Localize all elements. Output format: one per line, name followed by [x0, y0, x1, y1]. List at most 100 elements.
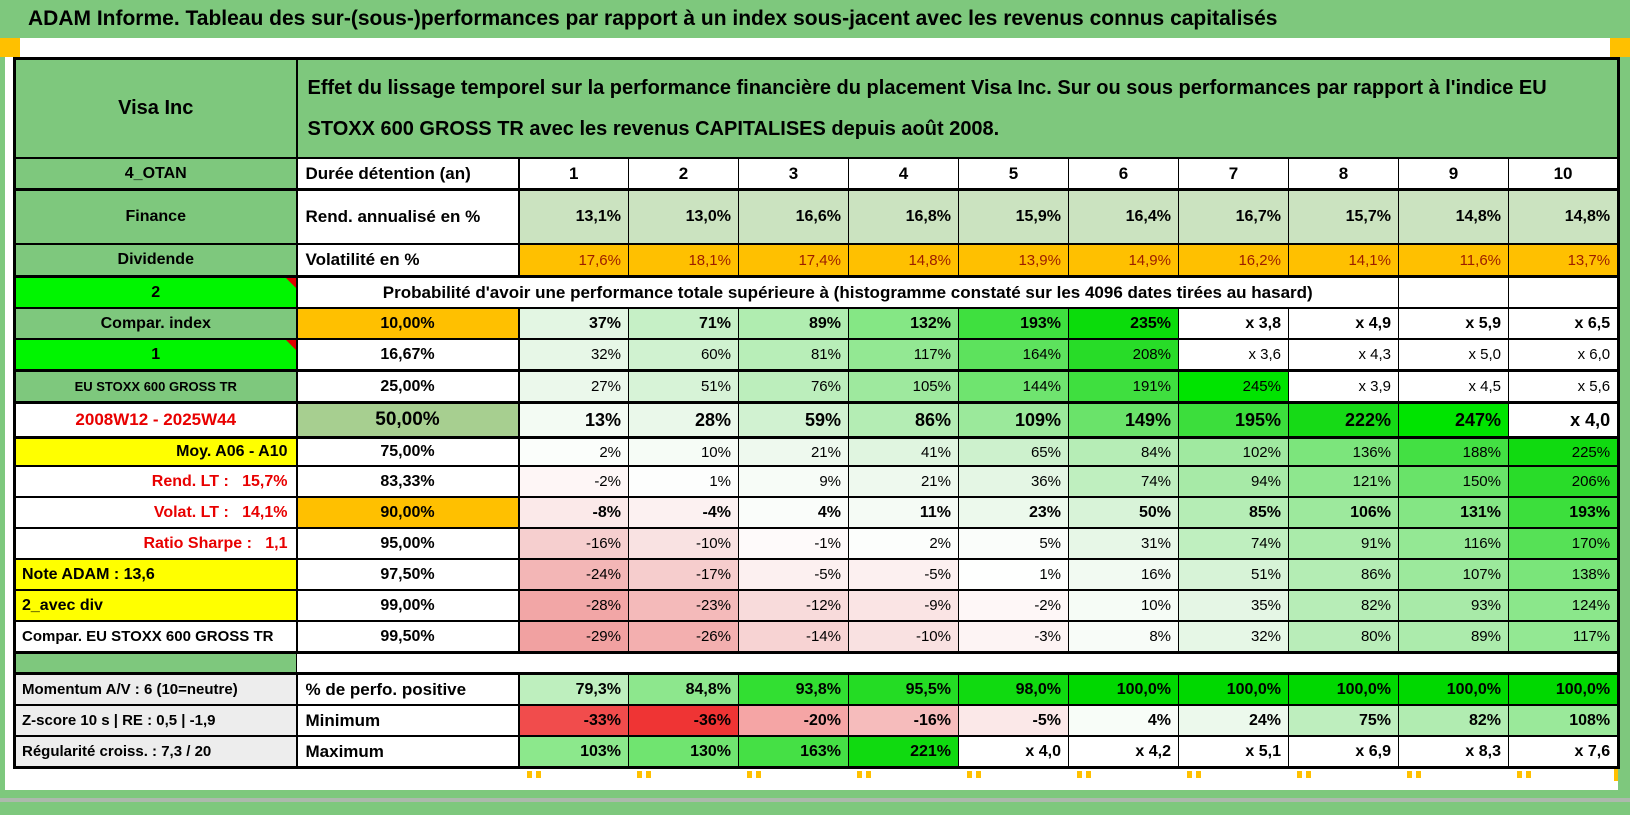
cell-p90-y10[interactable]: 193% — [1507, 496, 1620, 529]
cell-p50-y2[interactable]: 28% — [628, 401, 739, 439]
cell-rend-y3[interactable]: 16,6% — [738, 188, 849, 245]
cell-p99-y6[interactable]: 10% — [1068, 589, 1179, 622]
cell-p25-header[interactable]: 25,00% — [296, 369, 520, 404]
cell-p50-y1[interactable]: 13% — [518, 401, 629, 439]
cell-duree-y1[interactable]: 1 — [518, 157, 629, 191]
cell-p75-y7[interactable]: 102% — [1178, 436, 1289, 467]
cell-p995-y3[interactable]: -14% — [738, 620, 849, 654]
cell-p995-y4[interactable]: -10% — [848, 620, 959, 654]
cell-max-y7[interactable]: x 5,1 — [1178, 735, 1289, 769]
cell-p99-y8[interactable]: 82% — [1288, 589, 1399, 622]
cell-min-label[interactable]: Z-score 10 s | RE : 0,5 | -1,9 — [14, 704, 298, 737]
cell-p975-y8[interactable]: 86% — [1288, 558, 1399, 591]
cell-p1667-y6[interactable]: 208% — [1068, 338, 1179, 372]
cell-p99-y5[interactable]: -2% — [958, 589, 1069, 622]
cell-p95-y7[interactable]: 74% — [1178, 527, 1289, 560]
cell-p95-header[interactable]: 95,00% — [296, 527, 520, 560]
cell-max-y3[interactable]: 163% — [738, 735, 849, 769]
separator-gap[interactable] — [296, 652, 1619, 674]
cell-p25-y8[interactable]: x 3,9 — [1288, 369, 1399, 404]
cell-p75-y10[interactable]: 225% — [1507, 436, 1620, 467]
cell-p75-y2[interactable]: 10% — [628, 436, 739, 467]
cell-p75-y3[interactable]: 21% — [738, 436, 849, 467]
cell-max-header[interactable]: Maximum — [296, 735, 520, 769]
cell-min-y1[interactable]: -33% — [518, 704, 629, 737]
cell-p99-y4[interactable]: -9% — [848, 589, 959, 622]
cell-p90-y9[interactable]: 131% — [1398, 496, 1509, 529]
cell-rend-label[interactable]: Finance — [14, 188, 298, 245]
cell-p25-y5[interactable]: 144% — [958, 369, 1069, 404]
cell-p10-y2[interactable]: 71% — [628, 307, 739, 340]
cell-p1667-y9[interactable]: x 5,0 — [1398, 338, 1509, 372]
cell-max-y8[interactable]: x 6,9 — [1288, 735, 1399, 769]
cell-rend-header[interactable]: Rend. annualisé en % — [296, 188, 520, 245]
cell-volat-y3[interactable]: 17,4% — [738, 243, 849, 278]
cell-min-y6[interactable]: 4% — [1068, 704, 1179, 737]
cell-p10-label[interactable]: Compar. index — [14, 307, 298, 340]
cell-p10-y8[interactable]: x 4,9 — [1288, 307, 1399, 340]
cell-p95-y10[interactable]: 170% — [1507, 527, 1620, 560]
cell-p90-y2[interactable]: -4% — [628, 496, 739, 529]
cell-min-y7[interactable]: 24% — [1178, 704, 1289, 737]
cell-duree-y6[interactable]: 6 — [1068, 157, 1179, 191]
cell-perfo-y6[interactable]: 100,0% — [1068, 672, 1179, 706]
cell-min-y3[interactable]: -20% — [738, 704, 849, 737]
cell-p975-y2[interactable]: -17% — [628, 558, 739, 591]
cell-volat-y4[interactable]: 14,8% — [848, 243, 959, 278]
cell-p25-y1[interactable]: 27% — [518, 369, 629, 404]
separator-left-block[interactable] — [14, 652, 297, 674]
cell-rend-y1[interactable]: 13,1% — [518, 188, 629, 245]
cell-p8333-y9[interactable]: 150% — [1398, 465, 1509, 498]
cell-rend-y7[interactable]: 16,7% — [1178, 188, 1289, 245]
cell-duree-label[interactable]: 4_OTAN — [14, 157, 298, 191]
cell-p75-y9[interactable]: 188% — [1398, 436, 1509, 467]
cell-min-y10[interactable]: 108% — [1507, 704, 1620, 737]
cell-p8333-header[interactable]: 83,33% — [296, 465, 520, 498]
cell-p10-y5[interactable]: 193% — [958, 307, 1069, 340]
cell-p50-y8[interactable]: 222% — [1288, 401, 1399, 439]
cell-p995-y2[interactable]: -26% — [628, 620, 739, 654]
cell-proba-empty1[interactable] — [1398, 275, 1509, 309]
cell-duree-header[interactable]: Durée détention (an) — [296, 157, 520, 191]
cell-perfo-y7[interactable]: 100,0% — [1178, 672, 1289, 706]
cell-max-y2[interactable]: 130% — [628, 735, 739, 769]
cell-p975-y10[interactable]: 138% — [1507, 558, 1620, 591]
cell-header-header[interactable]: Effet du lissage temporel sur la perform… — [295, 57, 1620, 159]
cell-p50-label[interactable]: 2008W12 - 2025W44 — [14, 401, 298, 439]
cell-rend-y2[interactable]: 13,0% — [628, 188, 739, 245]
cell-perfo-y4[interactable]: 95,5% — [848, 672, 959, 706]
cell-volat-y6[interactable]: 14,9% — [1068, 243, 1179, 278]
cell-p995-header[interactable]: 99,50% — [296, 620, 520, 654]
cell-p1667-y2[interactable]: 60% — [628, 338, 739, 372]
cell-perfo-y3[interactable]: 93,8% — [738, 672, 849, 706]
cell-rend-y5[interactable]: 15,9% — [958, 188, 1069, 245]
cell-p95-y5[interactable]: 5% — [958, 527, 1069, 560]
cell-p1667-label[interactable]: 1 — [14, 338, 298, 372]
cell-p95-label[interactable]: Ratio Sharpe : 1,1 — [14, 527, 298, 560]
cell-volat-y5[interactable]: 13,9% — [958, 243, 1069, 278]
cell-p1667-y7[interactable]: x 3,6 — [1178, 338, 1289, 372]
cell-p25-y3[interactable]: 76% — [738, 369, 849, 404]
cell-perfo-y5[interactable]: 98,0% — [958, 672, 1069, 706]
cell-p50-header[interactable]: 50,00% — [296, 401, 520, 439]
cell-header-label[interactable]: Visa Inc — [14, 57, 298, 159]
cell-p50-y3[interactable]: 59% — [738, 401, 849, 439]
cell-p10-header[interactable]: 10,00% — [296, 307, 520, 340]
cell-p99-y10[interactable]: 124% — [1507, 589, 1620, 622]
cell-p10-y10[interactable]: x 6,5 — [1507, 307, 1620, 340]
cell-max-y9[interactable]: x 8,3 — [1398, 735, 1509, 769]
cell-p50-y9[interactable]: 247% — [1398, 401, 1509, 439]
cell-perfo-y10[interactable]: 100,0% — [1507, 672, 1620, 706]
cell-min-y5[interactable]: -5% — [958, 704, 1069, 737]
cell-p75-header[interactable]: 75,00% — [296, 436, 520, 467]
cell-p95-y6[interactable]: 31% — [1068, 527, 1179, 560]
cell-p1667-y3[interactable]: 81% — [738, 338, 849, 372]
cell-max-y10[interactable]: x 7,6 — [1507, 735, 1620, 769]
cell-p995-y8[interactable]: 80% — [1288, 620, 1399, 654]
cell-p8333-y5[interactable]: 36% — [958, 465, 1069, 498]
cell-p995-y5[interactable]: -3% — [958, 620, 1069, 654]
cell-p25-y10[interactable]: x 5,6 — [1507, 369, 1620, 404]
cell-p25-label[interactable]: EU STOXX 600 GROSS TR — [14, 369, 298, 404]
cell-p975-y6[interactable]: 16% — [1068, 558, 1179, 591]
cell-perfo-header[interactable]: % de perfo. positive — [296, 672, 520, 706]
